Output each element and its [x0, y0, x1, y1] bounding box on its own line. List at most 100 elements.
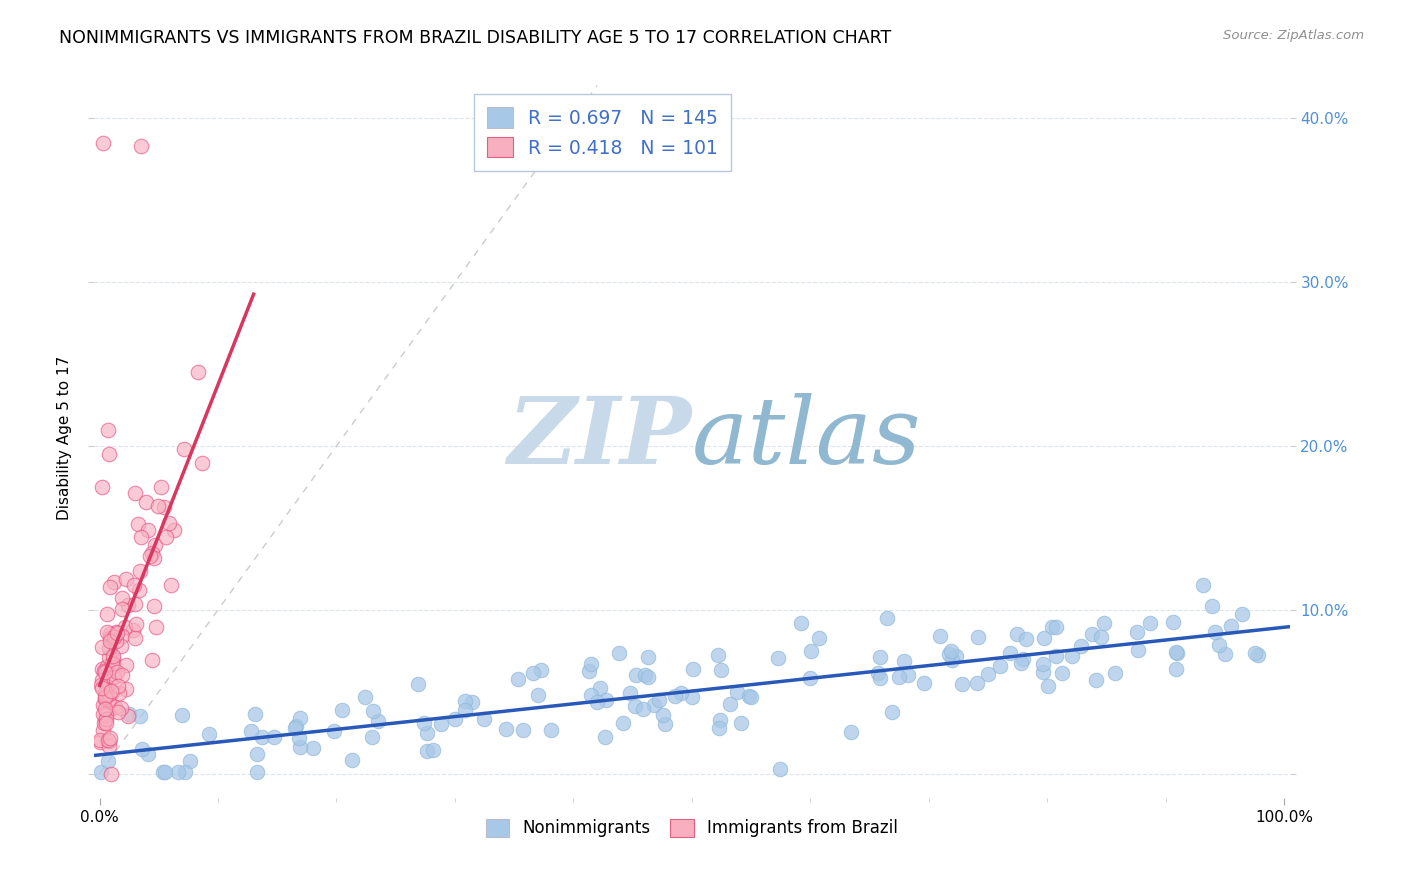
Point [128, 582, 150, 597]
Point [1166, 662, 1188, 676]
Point [98, 580, 121, 594]
Point [367, 714, 389, 728]
Point [342, 753, 364, 767]
Point [94, 716, 117, 731]
Point [808, 631, 831, 645]
Point [322, 723, 344, 738]
Point [122, 578, 145, 592]
Point [98, 692, 121, 706]
Point [135, 495, 157, 509]
Point [1094, 616, 1116, 631]
Point [589, 681, 612, 696]
Point [302, 740, 325, 755]
Point [117, 709, 139, 723]
Text: NONIMMIGRANTS VS IMMIGRANTS FROM BRAZIL DISABILITY AGE 5 TO 17 CORRELATION CHART: NONIMMIGRANTS VS IMMIGRANTS FROM BRAZIL … [59, 29, 891, 46]
Point [495, 722, 517, 736]
Point [152, 764, 174, 779]
Point [100, 627, 122, 641]
Point [91, 640, 114, 654]
Point [90, 764, 112, 779]
Point [103, 657, 125, 671]
Point [1247, 648, 1270, 662]
Point [115, 658, 138, 673]
Point [1012, 652, 1035, 666]
Point [422, 742, 444, 756]
Point [637, 650, 659, 665]
Point [94, 687, 117, 701]
Point [472, 712, 495, 726]
Point [1032, 657, 1054, 672]
Point [682, 662, 704, 676]
Point [91, 136, 114, 150]
Point [893, 654, 915, 668]
Point [111, 629, 134, 643]
Point [155, 764, 177, 779]
Point [790, 615, 813, 630]
Point [98, 649, 121, 664]
Point [664, 689, 686, 703]
Point [128, 709, 150, 723]
Point [1040, 620, 1063, 634]
Point [250, 730, 273, 744]
Point [94, 691, 117, 706]
Point [406, 677, 429, 691]
Point [1032, 665, 1054, 679]
Point [634, 668, 657, 682]
Point [709, 714, 731, 728]
Point [103, 670, 125, 684]
Point [977, 667, 1000, 681]
Point [290, 740, 312, 755]
Point [839, 724, 862, 739]
Point [938, 648, 960, 662]
Point [111, 591, 134, 605]
Point [101, 657, 124, 672]
Point [103, 575, 125, 590]
Point [415, 744, 437, 758]
Point [94, 688, 117, 702]
Point [586, 695, 609, 709]
Point [522, 666, 544, 681]
Point [460, 695, 482, 709]
Point [1045, 648, 1067, 663]
Point [98, 731, 121, 745]
Legend: Nonimmigrants, Immigrants from Brazil: Nonimmigrants, Immigrants from Brazil [479, 812, 904, 844]
Point [94, 679, 117, 693]
Point [1062, 649, 1084, 664]
Point [96, 658, 118, 673]
Point [143, 550, 166, 565]
Point [94, 665, 117, 679]
Point [361, 730, 384, 744]
Point [1208, 638, 1230, 652]
Point [648, 693, 671, 707]
Point [136, 523, 159, 537]
Point [122, 623, 145, 637]
Point [624, 667, 647, 681]
Point [142, 599, 165, 613]
Point [1090, 630, 1112, 644]
Point [1191, 578, 1213, 592]
Point [1139, 615, 1161, 630]
Point [800, 643, 823, 657]
Point [246, 764, 269, 779]
Point [1166, 645, 1188, 659]
Point [91, 480, 114, 494]
Text: atlas: atlas [692, 392, 921, 483]
Point [101, 685, 124, 699]
Text: ZIP: ZIP [508, 392, 692, 483]
Point [1125, 625, 1147, 640]
Point [354, 690, 377, 704]
Point [1204, 624, 1226, 639]
Point [115, 682, 138, 697]
Point [512, 723, 534, 738]
Point [530, 664, 553, 678]
Point [1126, 643, 1149, 657]
Point [1081, 626, 1104, 640]
Point [163, 523, 186, 537]
Point [94, 690, 117, 704]
Point [880, 705, 903, 719]
Point [131, 741, 153, 756]
Point [1243, 646, 1265, 660]
Point [124, 631, 146, 645]
Point [1161, 615, 1184, 629]
Point [912, 676, 935, 690]
